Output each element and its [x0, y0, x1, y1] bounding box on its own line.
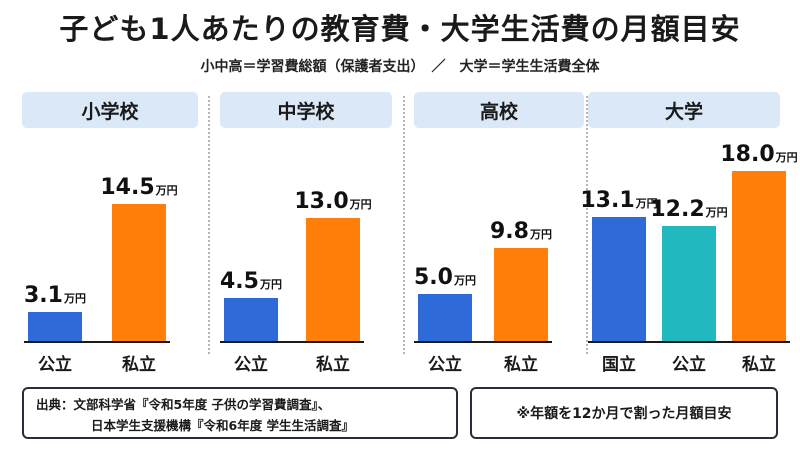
value-number: 13.0: [294, 189, 349, 215]
bar-2-2: [306, 218, 360, 341]
value-number: 12.2: [650, 196, 705, 222]
panel-divider-1: [208, 96, 210, 354]
bar-4-2: [662, 225, 716, 341]
category-label-4-1: 国立: [602, 355, 636, 375]
baseline-3: [414, 341, 552, 343]
bar-4-1: [592, 217, 646, 341]
value-label-3-1: 5.0万円: [395, 264, 495, 293]
value-number: 13.1: [580, 188, 635, 214]
value-unit: 万円: [775, 150, 798, 164]
bar-2-1: [224, 298, 278, 341]
bar-4-3: [732, 170, 786, 341]
panel-divider-3: [586, 96, 588, 354]
value-label-2-2: 13.0万円: [283, 190, 383, 217]
value-label-4-2: 12.2万円: [639, 196, 739, 225]
panel-label-3: 高校: [414, 92, 584, 128]
panel-label-4: 大学: [588, 92, 780, 128]
panel-divider-2: [403, 96, 405, 354]
category-label-4-3: 私立: [742, 355, 776, 375]
panel-label-1: 小学校: [22, 92, 198, 128]
value-number: 5.0: [414, 264, 453, 290]
value-label-4-3: 18.0万円: [709, 141, 800, 170]
value-number: 18.0: [720, 141, 775, 167]
value-label-4-1: 13.1万円: [569, 189, 669, 216]
chart-subtitle: 小中高＝学習費総額（保護者支出） ／ 大学＝学生生活費全体: [200, 59, 600, 75]
value-number: 9.8: [490, 219, 529, 245]
baseline-4: [588, 341, 790, 343]
category-label-4-2: 公立: [672, 355, 706, 375]
panel-label-2: 中学校: [220, 92, 392, 128]
category-label-3-1: 公立: [428, 355, 462, 375]
bar-1-2: [112, 203, 166, 341]
source-line-2: 日本学生支援機構『令和6年度 学生生活調査』: [91, 418, 355, 433]
bar-3-2: [494, 248, 548, 341]
value-unit: 万円: [349, 198, 372, 212]
category-label-1-2: 私立: [122, 355, 156, 375]
value-unit: 万円: [705, 205, 728, 219]
note-box: ※年額を12か月で割った月額目安: [470, 387, 778, 439]
value-unit: 万円: [529, 228, 552, 242]
value-unit: 万円: [635, 197, 658, 211]
category-label-2-2: 私立: [316, 355, 350, 375]
category-label-2-1: 公立: [234, 355, 268, 375]
category-label-3-2: 私立: [504, 355, 538, 375]
category-label-1-1: 公立: [38, 355, 72, 375]
value-number: 4.5: [220, 269, 259, 295]
value-label-1-1: 3.1万円: [5, 282, 105, 311]
value-unit: 万円: [155, 183, 178, 197]
chart-title: 子ども1人あたりの教育費・大学生活費の月額目安: [59, 12, 741, 46]
value-label-1-2: 14.5万円: [89, 174, 189, 203]
source-line-1: 出典：文部科学省『令和5年度 子供の学習費調査』、: [36, 397, 331, 412]
value-unit: 万円: [453, 273, 476, 287]
value-label-2-1: 4.5万円: [201, 270, 301, 297]
value-label-3-2: 9.8万円: [471, 220, 571, 247]
value-unit: 万円: [63, 291, 86, 305]
baseline-2: [220, 341, 364, 343]
bar-1-1: [28, 311, 82, 341]
value-number: 3.1: [24, 282, 63, 308]
note-text: ※年額を12か月で割った月額目安: [516, 406, 732, 422]
value-unit: 万円: [259, 278, 282, 292]
baseline-1: [24, 341, 170, 343]
value-number: 14.5: [100, 174, 155, 200]
source-box: 出典：文部科学省『令和5年度 子供の学習費調査』、 日本学生支援機構『令和6年度…: [22, 387, 458, 439]
bar-3-1: [418, 293, 472, 341]
